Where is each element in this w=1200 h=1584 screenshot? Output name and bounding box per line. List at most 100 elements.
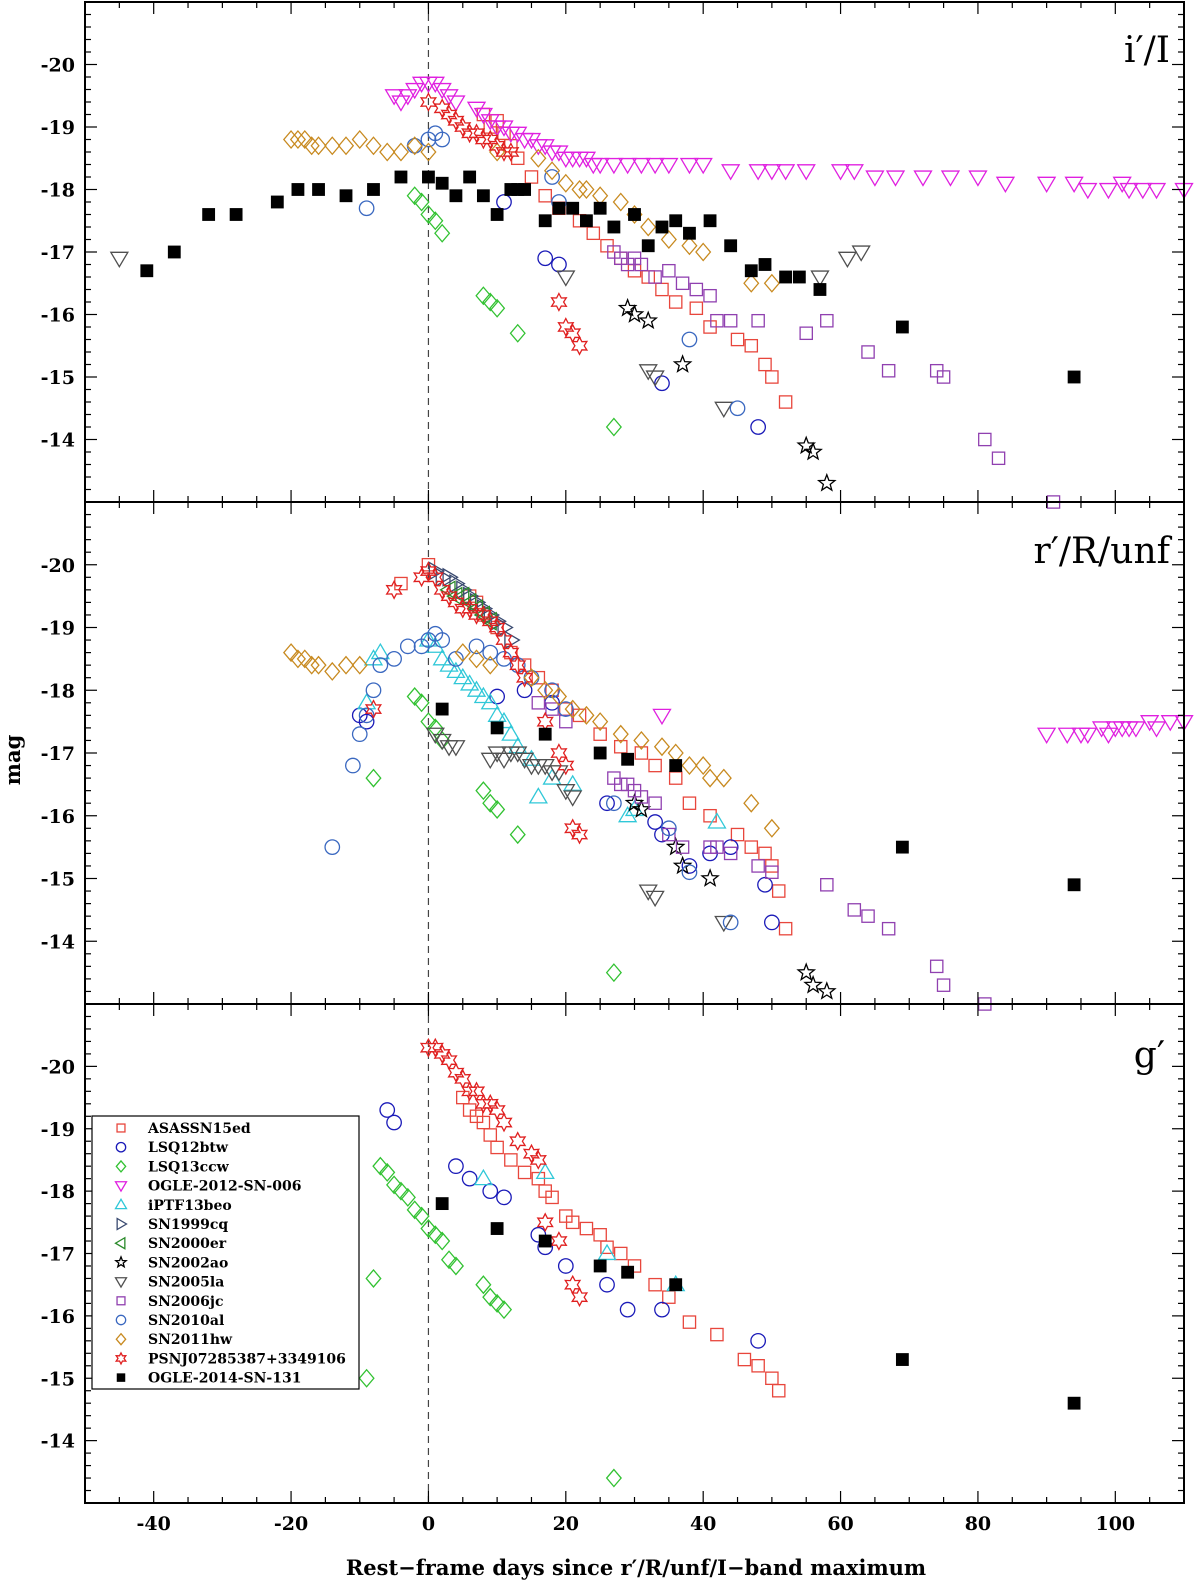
data-point — [538, 727, 552, 741]
data-point — [579, 1221, 594, 1236]
data-point — [461, 598, 479, 619]
data-point — [710, 840, 724, 854]
legend-entry-label: SN2005la — [148, 1275, 224, 1291]
data-point — [405, 82, 425, 100]
data-point — [683, 226, 696, 240]
data-point — [413, 693, 430, 713]
series-OGLE-2014-SN-131 — [435, 702, 1081, 892]
x-tick-label: 40 — [690, 1513, 716, 1535]
data-point — [799, 326, 813, 341]
legend-entry-label: OGLE-2014-SN-131 — [148, 1371, 301, 1387]
data-point — [647, 814, 663, 830]
data-point — [427, 211, 444, 231]
data-point — [765, 370, 779, 384]
data-point — [490, 1222, 504, 1235]
legend-marker — [114, 1277, 128, 1289]
data-point — [413, 1206, 430, 1226]
data-point — [537, 680, 554, 700]
band-label-g: g′ — [1134, 1035, 1165, 1076]
data-point — [461, 123, 479, 144]
data-point — [662, 263, 676, 278]
series-ASASSN15ed — [456, 1090, 786, 1398]
data-point — [466, 680, 487, 697]
data-point — [482, 644, 499, 661]
data-point — [1119, 182, 1139, 200]
legend-marker — [114, 1198, 128, 1210]
data-point — [535, 139, 555, 156]
data-point — [351, 655, 368, 675]
y-tick-label: -16 — [41, 806, 75, 828]
data-point — [468, 649, 485, 669]
y-tick-label: -14 — [41, 931, 75, 953]
data-point — [778, 395, 793, 409]
data-point — [480, 114, 500, 131]
data-point — [641, 270, 656, 284]
series-SN2005la — [109, 245, 871, 419]
data-point — [490, 208, 504, 221]
data-point — [1067, 878, 1081, 892]
series-SN2011hw — [282, 643, 780, 838]
data-point — [744, 840, 759, 854]
data-point — [895, 320, 909, 334]
data-point — [578, 179, 595, 200]
data-point — [480, 693, 500, 710]
data-point — [743, 793, 760, 813]
data-point — [419, 1037, 438, 1058]
data-point — [517, 658, 532, 672]
data-point — [439, 655, 459, 672]
data-point — [337, 136, 355, 156]
data-point — [496, 194, 512, 210]
data-point — [422, 170, 435, 184]
data-point — [570, 335, 589, 356]
data-point — [545, 1190, 559, 1205]
legend-marker — [116, 1123, 126, 1133]
data-point — [613, 1246, 628, 1261]
data-point — [722, 914, 739, 931]
data-point — [482, 292, 499, 312]
data-point — [816, 981, 837, 1000]
data-point — [433, 98, 451, 119]
data-point — [372, 1156, 389, 1176]
data-point — [296, 649, 313, 669]
series-SN2010al — [324, 625, 739, 931]
data-point — [537, 250, 554, 267]
data-point — [420, 1219, 437, 1239]
panel-i-axes: -20 -19 -18 -17 -16 -15 -14 — [41, 1, 1185, 503]
data-point — [501, 724, 521, 741]
data-point — [379, 1162, 396, 1182]
data-point — [681, 858, 698, 874]
y-tick-label: -19 — [41, 618, 75, 640]
data-point — [771, 884, 786, 898]
data-point — [803, 974, 823, 994]
data-point — [1067, 370, 1081, 384]
legend-marker — [116, 1296, 126, 1306]
legend-marker — [115, 1159, 127, 1173]
panel-i-marks — [109, 2, 1194, 509]
data-point — [514, 752, 535, 770]
data-point — [385, 579, 403, 600]
data-point — [861, 345, 875, 359]
data-point — [324, 136, 341, 156]
data-point — [468, 638, 485, 655]
legend: ASASSN15ed LSQ12btw LSQ13ccw OGLE-2012-SN-0… — [91, 1115, 360, 1390]
data-point — [556, 270, 576, 287]
data-point — [701, 768, 719, 788]
data-point — [695, 756, 712, 776]
data-point — [645, 157, 665, 175]
data-point — [557, 1258, 574, 1274]
data-point — [703, 288, 717, 303]
data-point — [662, 827, 676, 842]
data-point — [559, 714, 573, 729]
data-point — [531, 696, 546, 710]
y-tick-label: -16 — [41, 1306, 75, 1328]
data-point — [508, 746, 528, 763]
data-point — [536, 1212, 554, 1233]
data-point — [365, 1268, 382, 1288]
data-point — [494, 752, 514, 770]
data-point — [521, 749, 542, 766]
band-label-i: i′/I — [1124, 30, 1170, 71]
y-tick-label: -15 — [41, 869, 75, 891]
data-point — [1146, 721, 1167, 738]
x-tick-label: 0 — [422, 1513, 435, 1535]
